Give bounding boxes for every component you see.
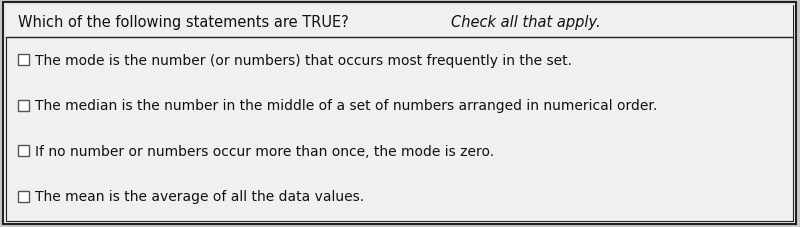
Text: The mode is the number (or numbers) that occurs most frequently in the set.: The mode is the number (or numbers) that… <box>35 54 572 67</box>
Text: The mean is the average of all the data values.: The mean is the average of all the data … <box>35 189 364 203</box>
Bar <box>18 191 29 202</box>
Bar <box>6 6 793 38</box>
Text: The median is the number in the middle of a set of numbers arranged in numerical: The median is the number in the middle o… <box>35 99 658 113</box>
Text: Which of the following statements are TRUE?: Which of the following statements are TR… <box>18 15 354 29</box>
Bar <box>18 146 29 157</box>
Text: If no number or numbers occur more than once, the mode is zero.: If no number or numbers occur more than … <box>35 144 494 158</box>
Bar <box>18 55 29 66</box>
Bar <box>18 100 29 111</box>
Text: Check all that apply.: Check all that apply. <box>450 15 600 29</box>
